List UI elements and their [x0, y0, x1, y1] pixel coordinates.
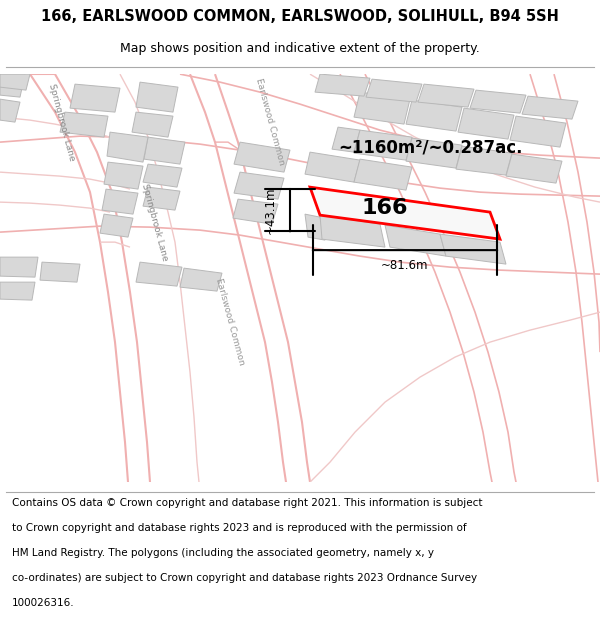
Polygon shape [440, 234, 506, 264]
Text: ~43.1m: ~43.1m [263, 186, 277, 234]
Polygon shape [522, 96, 578, 119]
Polygon shape [143, 187, 180, 210]
Polygon shape [40, 262, 80, 282]
Polygon shape [143, 164, 182, 187]
Text: 100026316.: 100026316. [12, 598, 74, 608]
Polygon shape [320, 215, 385, 247]
Polygon shape [234, 142, 290, 172]
Text: Earlswood Common: Earlswood Common [254, 78, 286, 167]
Polygon shape [136, 82, 178, 112]
Text: Contains OS data © Crown copyright and database right 2021. This information is : Contains OS data © Crown copyright and d… [12, 498, 482, 508]
Polygon shape [0, 74, 25, 97]
Polygon shape [233, 199, 278, 224]
Polygon shape [418, 84, 474, 107]
Text: to Crown copyright and database rights 2023 and is reproduced with the permissio: to Crown copyright and database rights 2… [12, 522, 467, 532]
Polygon shape [0, 257, 38, 277]
Polygon shape [0, 74, 30, 90]
Text: HM Land Registry. The polygons (including the associated geometry, namely x, y: HM Land Registry. The polygons (includin… [12, 548, 434, 558]
Polygon shape [354, 130, 412, 160]
Text: 166, EARLSWOOD COMMON, EARLSWOOD, SOLIHULL, B94 5SH: 166, EARLSWOOD COMMON, EARLSWOOD, SOLIHU… [41, 9, 559, 24]
Polygon shape [506, 154, 562, 183]
Polygon shape [470, 90, 526, 113]
Polygon shape [354, 92, 410, 124]
Polygon shape [406, 100, 462, 131]
Polygon shape [366, 79, 422, 102]
Polygon shape [310, 187, 500, 239]
Polygon shape [354, 159, 412, 190]
Polygon shape [510, 116, 566, 147]
Text: Earlswood Common: Earlswood Common [214, 278, 246, 367]
Polygon shape [332, 127, 360, 152]
Polygon shape [234, 172, 284, 199]
Text: Map shows position and indicative extent of the property.: Map shows position and indicative extent… [120, 42, 480, 54]
Polygon shape [0, 99, 20, 122]
Polygon shape [132, 112, 173, 137]
Polygon shape [100, 214, 133, 237]
Text: co-ordinates) are subject to Crown copyright and database rights 2023 Ordnance S: co-ordinates) are subject to Crown copyr… [12, 572, 477, 582]
Text: Springbrook Lane: Springbrook Lane [140, 182, 170, 262]
Polygon shape [406, 138, 462, 168]
Polygon shape [315, 74, 370, 96]
Polygon shape [136, 262, 182, 286]
Polygon shape [305, 152, 360, 182]
Polygon shape [107, 132, 148, 162]
Polygon shape [456, 146, 512, 175]
Polygon shape [70, 84, 120, 112]
Text: ~81.6m: ~81.6m [381, 259, 429, 272]
Text: 166: 166 [362, 198, 408, 218]
Polygon shape [180, 268, 222, 291]
Polygon shape [104, 162, 143, 189]
Text: Springbrook Lane: Springbrook Lane [47, 82, 77, 162]
Polygon shape [305, 214, 325, 240]
Text: ~1160m²/~0.287ac.: ~1160m²/~0.287ac. [338, 138, 522, 156]
Polygon shape [385, 225, 446, 256]
Polygon shape [458, 108, 514, 139]
Polygon shape [60, 112, 108, 137]
Polygon shape [102, 189, 138, 214]
Polygon shape [0, 282, 35, 300]
Polygon shape [144, 137, 185, 164]
